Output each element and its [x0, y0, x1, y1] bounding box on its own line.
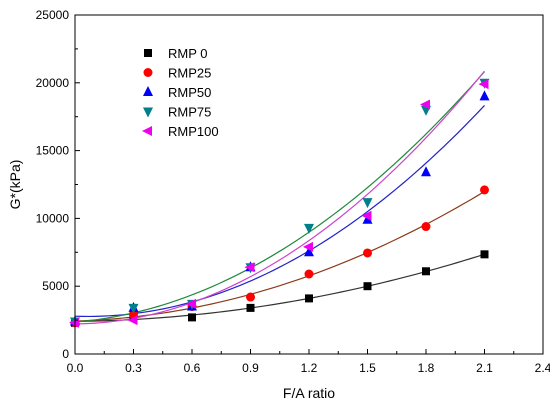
data-point-rmp25: [304, 269, 314, 279]
data-point-rmp100: [478, 79, 489, 90]
data-point-rmp25: [480, 185, 489, 195]
x-axis-label: F/A ratio: [283, 385, 335, 401]
y-tick-label: 15000: [36, 144, 70, 158]
x-tick-label: 1.5: [359, 361, 376, 375]
data-point-rmp75: [362, 198, 373, 209]
legend-label-rmp50: RMP50: [168, 85, 211, 100]
fit-curve-rmp25: [74, 190, 485, 322]
data-point-rmp0: [305, 294, 313, 303]
fit-curve-rmp50: [74, 105, 485, 318]
y-tick-label: 5000: [42, 279, 69, 293]
legend-marker-rmp100: [142, 126, 152, 136]
y-tick-label: 20000: [36, 76, 70, 90]
x-tick-label: 0.3: [125, 361, 142, 375]
data-point-rmp50: [362, 213, 373, 224]
legend-marker-rmp25: [143, 68, 153, 77]
data-point-rmp100: [127, 315, 138, 326]
data-point-rmp100: [244, 262, 255, 273]
y-tick-label: 25000: [36, 8, 70, 22]
fit-curve-rmp0: [74, 253, 485, 323]
y-axis-label: G*(kPa): [7, 160, 23, 210]
data-point-rmp100: [420, 99, 430, 110]
fit-curves: [74, 70, 485, 325]
data-point-rmp100: [361, 210, 372, 221]
legend-label-rmp100: RMP100: [168, 124, 219, 139]
data-point-rmp50: [304, 246, 314, 257]
data-point-rmp50: [479, 90, 490, 101]
data-point-rmp100: [186, 298, 196, 309]
fit-curve-rmp100: [74, 70, 485, 325]
y-tick-label: 0: [62, 347, 69, 361]
data-point-rmp25: [246, 292, 255, 302]
legend-marker-rmp0: [144, 49, 152, 57]
data-point-rmp50: [421, 166, 431, 177]
data-point-rmp25: [363, 248, 372, 258]
x-tick-label: 0.0: [67, 361, 84, 375]
legend-label-rmp25: RMP25: [168, 66, 211, 81]
x-tick-label: 2.1: [476, 361, 493, 375]
y-axis: 0 5000 10000 15000 20000 25000: [36, 8, 80, 361]
data-point-rmp0: [422, 267, 430, 276]
data-point-rmp75: [304, 223, 314, 234]
fit-curve-rmp75: [74, 71, 485, 323]
data-point-rmp100: [303, 241, 313, 252]
legend-marker-rmp75: [143, 107, 153, 118]
x-tick-label: 1.2: [301, 361, 318, 375]
legend-label-rmp0: RMP 0: [168, 46, 208, 61]
legend: RMP 0 RMP25 RMP50 RMP75 RMP100: [142, 46, 219, 139]
plot-frame: [74, 14, 544, 355]
y-tick-label: 10000: [36, 211, 70, 225]
data-point-rmp0: [188, 313, 196, 322]
x-tick-label: 1.8: [418, 361, 435, 375]
data-point-rmp25: [421, 222, 431, 232]
x-axis: 0.0 0.3 0.6 0.9 1.2 1.5 1.8 2.1 2.4: [67, 349, 550, 375]
data-point-rmp0: [480, 250, 489, 259]
legend-marker-rmp50: [143, 86, 153, 96]
legend-label-rmp75: RMP75: [168, 105, 211, 120]
x-tick-label: 2.4: [535, 361, 550, 375]
data-point-rmp75: [128, 303, 139, 314]
data-point-rmp0: [363, 282, 372, 291]
data-point-rmp0: [246, 303, 255, 312]
data-points: [69, 78, 490, 328]
x-tick-label: 0.9: [242, 361, 259, 375]
x-tick-label: 0.6: [184, 361, 201, 375]
